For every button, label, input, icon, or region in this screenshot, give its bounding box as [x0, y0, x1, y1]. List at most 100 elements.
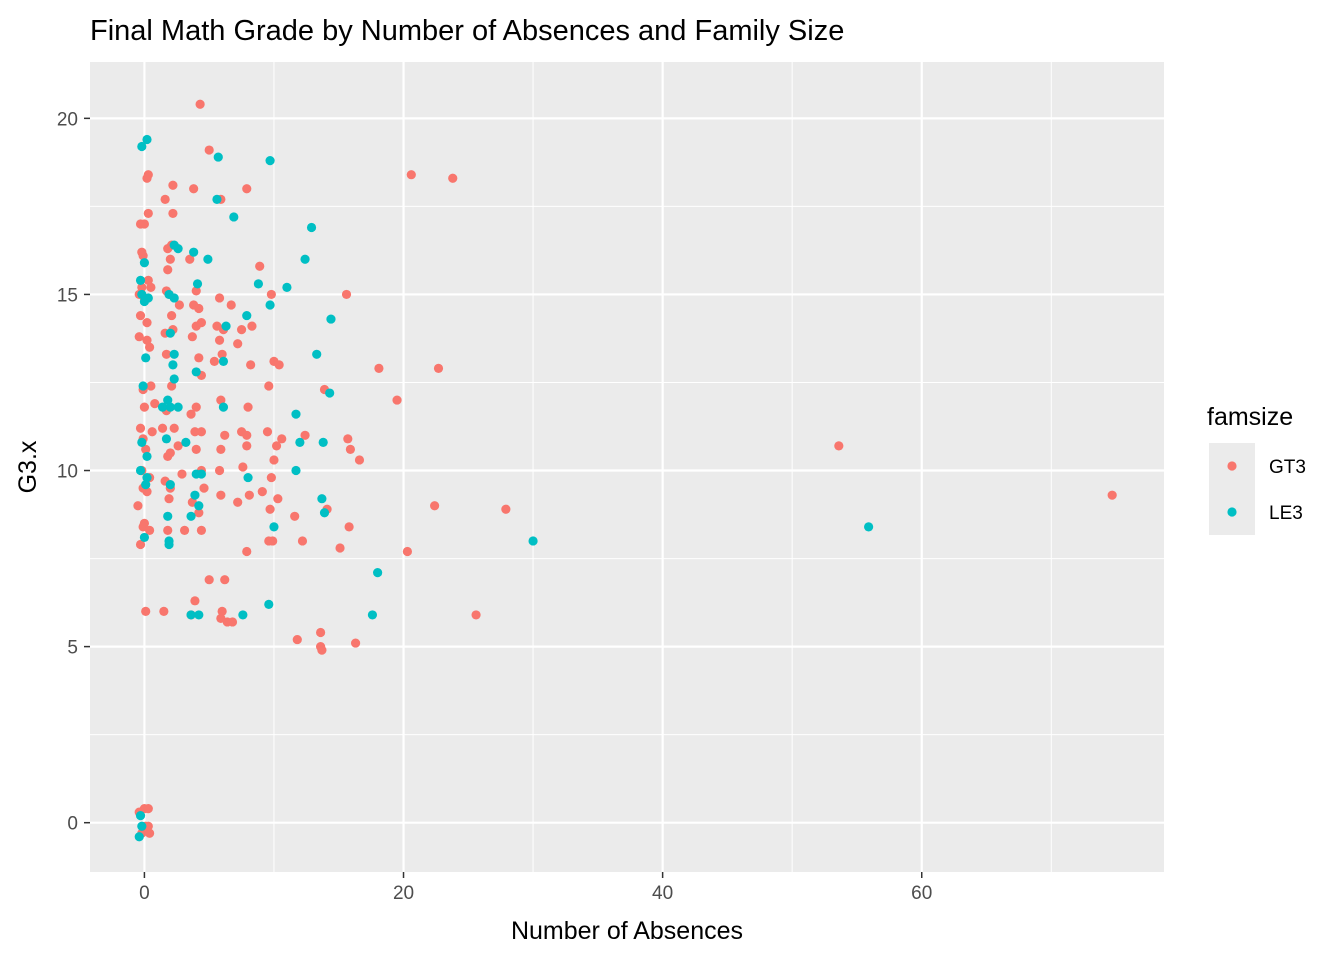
- data-point: [174, 300, 184, 310]
- data-point: [137, 821, 147, 831]
- data-point: [159, 606, 169, 616]
- data-point: [134, 832, 144, 842]
- data-point: [402, 546, 413, 557]
- data-point: [204, 145, 214, 155]
- data-point: [242, 310, 252, 321]
- data-point: [185, 254, 195, 264]
- data-point: [135, 539, 146, 550]
- data-point: [191, 286, 201, 296]
- data-point: [318, 437, 328, 447]
- data-point: [271, 441, 282, 451]
- data-point: [194, 610, 204, 620]
- data-point: [229, 212, 239, 222]
- data-point: [326, 314, 336, 324]
- data-point: [350, 638, 361, 648]
- data-point: [143, 275, 153, 285]
- data-point: [247, 321, 257, 331]
- data-point: [168, 360, 178, 370]
- data-point: [157, 423, 168, 433]
- data-point: [157, 402, 168, 412]
- data-point: [146, 282, 156, 292]
- data-point: [133, 501, 143, 511]
- data-point: [196, 318, 207, 328]
- data-point: [196, 525, 207, 535]
- data-point: [238, 462, 248, 472]
- data-point: [141, 480, 151, 490]
- data-point: [242, 430, 252, 440]
- data-point: [161, 434, 172, 444]
- data-point: [233, 497, 243, 507]
- data-point: [212, 194, 222, 204]
- data-point: [163, 265, 173, 275]
- data-point: [181, 437, 191, 447]
- data-point: [165, 254, 175, 264]
- data-point: [274, 360, 284, 370]
- data-point: [167, 310, 177, 321]
- data-point: [269, 522, 279, 532]
- data-point: [165, 328, 175, 338]
- data-point: [142, 451, 152, 462]
- data-point: [150, 399, 160, 409]
- data-point: [163, 395, 173, 405]
- y-tick-label: 5: [67, 638, 78, 659]
- data-point: [142, 487, 152, 497]
- major-gridlines: [90, 62, 1164, 872]
- data-point: [262, 427, 273, 437]
- legend-label: LE3: [1269, 503, 1303, 524]
- data-point: [227, 617, 238, 627]
- data-point: [242, 546, 252, 557]
- data-point: [255, 261, 265, 271]
- data-point: [189, 184, 199, 194]
- data-point: [134, 332, 144, 342]
- data-point: [186, 610, 196, 620]
- data-point: [169, 293, 179, 303]
- x-tick-label: 60: [911, 883, 932, 904]
- data-point: [317, 645, 327, 655]
- data-point: [165, 448, 175, 458]
- data-point: [367, 610, 378, 620]
- legend: famsize GT3 LE3: [1207, 403, 1306, 535]
- data-point: [220, 575, 230, 585]
- data-point: [191, 367, 201, 377]
- data-point: [316, 627, 326, 638]
- x-axis-label: Number of Absences: [511, 917, 743, 945]
- data-point: [173, 402, 183, 412]
- data-point: [216, 613, 226, 624]
- data-point: [196, 469, 207, 479]
- data-point: [218, 356, 229, 366]
- chart-title: Final Math Grade by Number of Absences a…: [90, 15, 844, 47]
- y-tick-label: 20: [57, 109, 78, 130]
- data-point: [266, 289, 276, 300]
- data-point: [265, 156, 275, 166]
- data-point: [528, 536, 538, 546]
- data-point: [238, 610, 248, 620]
- data-point: [142, 318, 152, 328]
- data-point: [221, 321, 231, 331]
- data-point: [173, 441, 183, 451]
- data-point: [139, 296, 150, 307]
- data-point: [243, 402, 253, 412]
- data-point: [233, 339, 243, 349]
- data-point: [164, 494, 174, 504]
- data-point: [354, 455, 365, 465]
- data-point: [246, 360, 256, 370]
- data-point: [144, 342, 155, 352]
- data-point: [168, 208, 178, 219]
- data-point: [164, 539, 174, 550]
- data-point: [190, 596, 200, 606]
- data-point: [243, 472, 253, 483]
- data-point: [137, 141, 147, 152]
- data-point: [300, 430, 310, 440]
- data-point: [143, 170, 153, 180]
- data-point: [135, 310, 146, 321]
- series-le3: [134, 134, 874, 842]
- data-point: [265, 504, 275, 514]
- data-point: [139, 258, 150, 268]
- data-point: [406, 170, 416, 180]
- data-point: [199, 483, 209, 493]
- x-axis: 0 20 40 60: [139, 872, 932, 904]
- data-point: [290, 511, 300, 521]
- data-point: [834, 441, 844, 451]
